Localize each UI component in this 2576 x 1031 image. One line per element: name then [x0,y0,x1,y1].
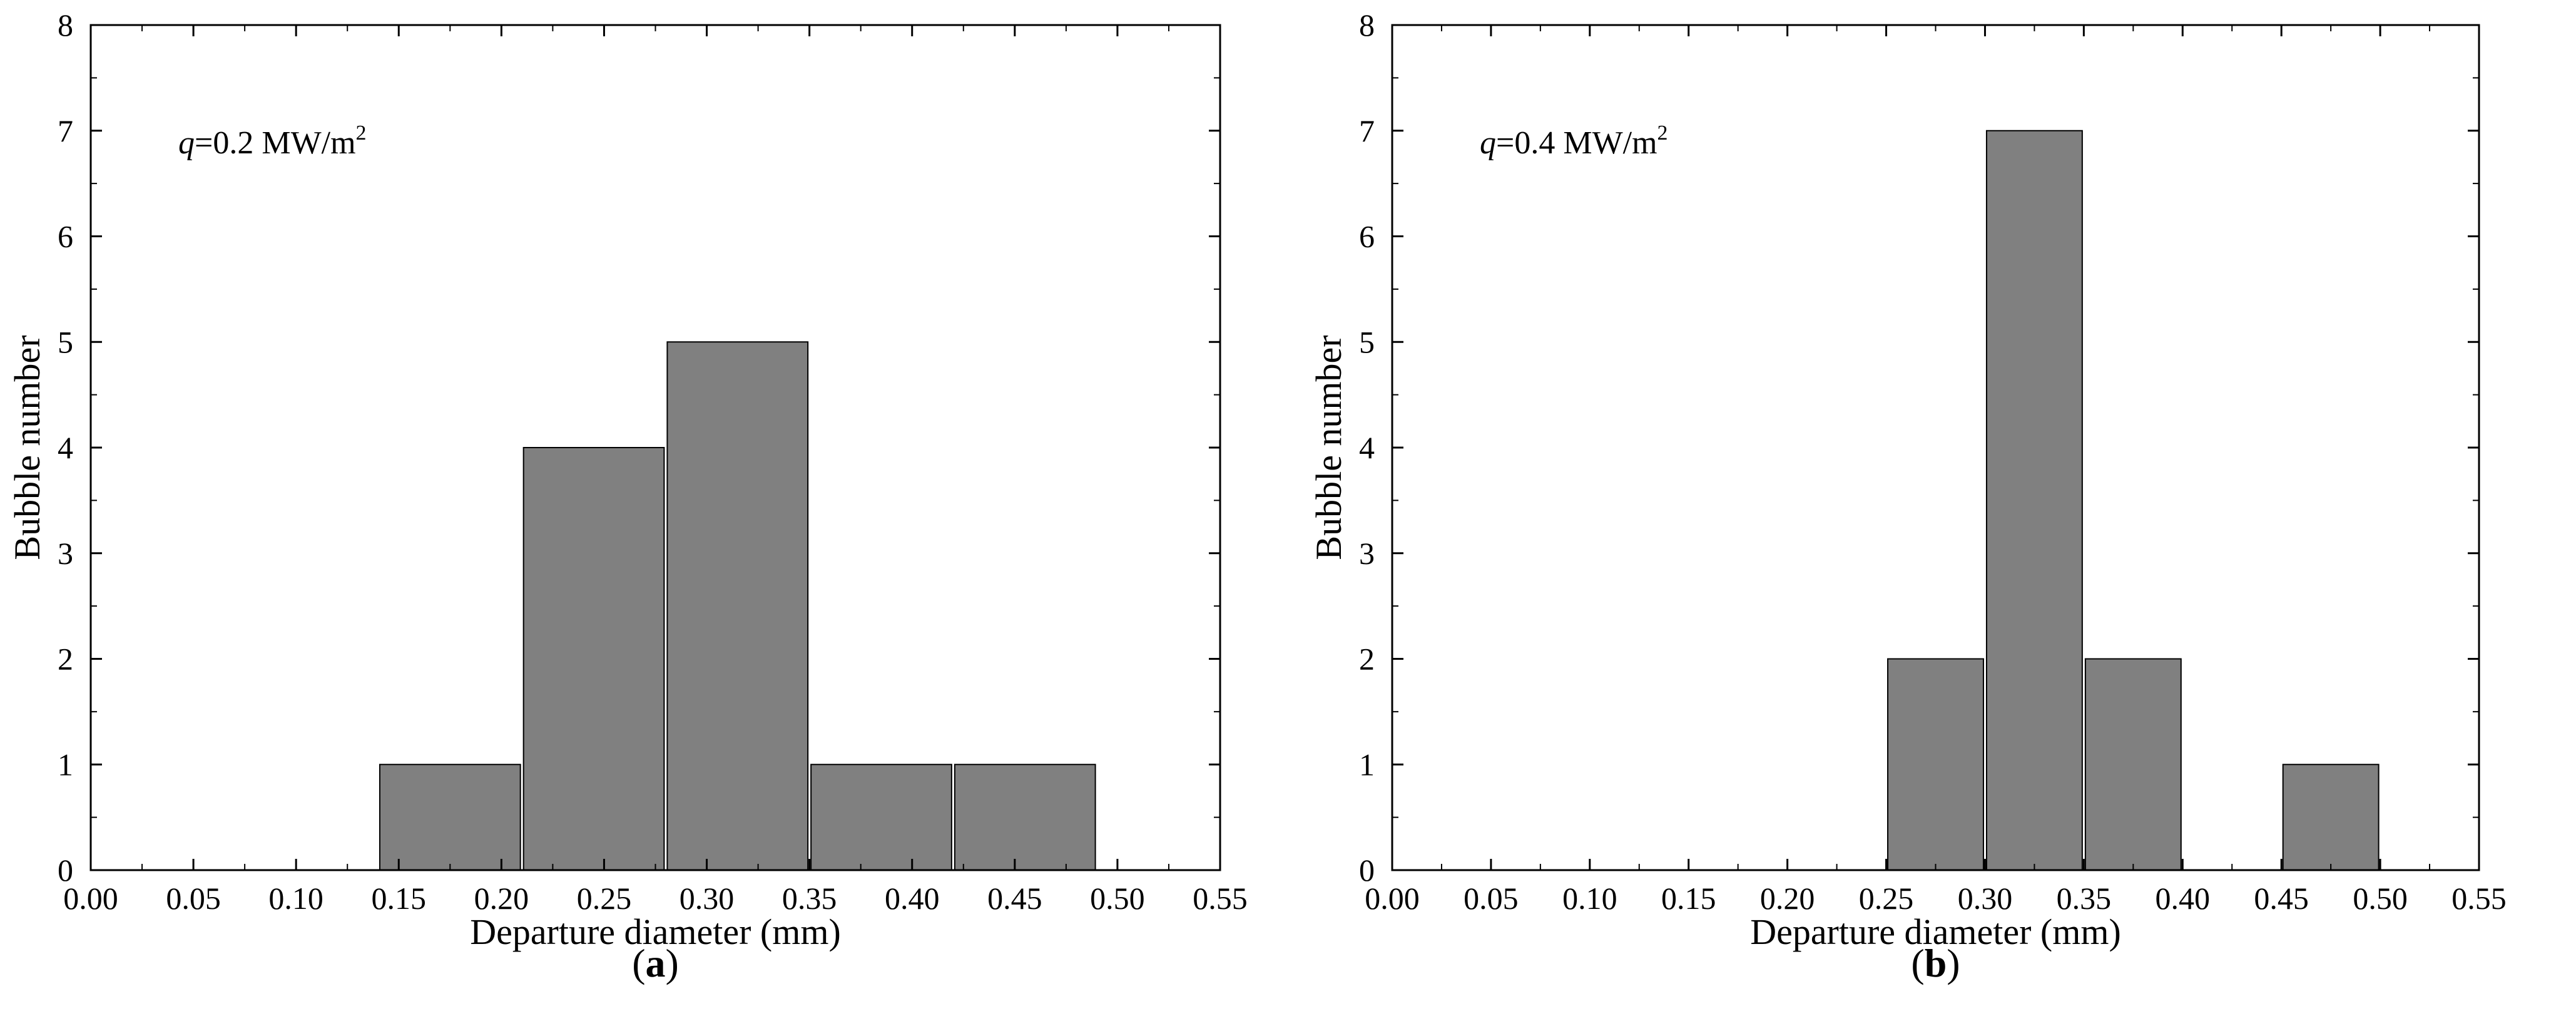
bar-b-3 [2282,764,2380,871]
bar-b-0 [1887,658,1984,871]
x-axis-title: Departure diameter (mm) [1750,911,2121,952]
y-tick-label: 3 [1359,536,1375,571]
x-tick-label: 0.35 [782,881,837,916]
y-tick-label: 2 [1359,642,1375,677]
x-tick-label: 0.40 [2156,881,2211,916]
x-axis-title: Departure diameter (mm) [470,911,841,952]
y-tick-label: 3 [58,536,73,571]
heat-flux-annotation: q=0.4 MW/m2 [1480,121,1668,161]
y-tick-label: 8 [1359,8,1375,43]
x-tick-label: 0.55 [2451,881,2507,916]
y-tick-label: 8 [58,8,73,43]
bar-a-3 [810,764,952,871]
y-tick-label: 1 [1359,747,1375,782]
x-tick-label: 0.15 [372,881,427,916]
y-tick-label: 0 [58,853,73,888]
x-tick-label: 0.25 [1859,881,1914,916]
x-tick-label: 0.15 [1661,881,1716,916]
panel-label-a: (a) [632,941,679,985]
x-tick-label: 0.45 [2254,881,2309,916]
y-tick-label: 1 [58,747,73,782]
x-tick-label: 0.45 [987,881,1042,916]
panel-b: 0.00 0.05 0.10 0.15 0.20 0.25 0.30 0.35 0.40 0.45… [1308,8,2507,985]
y-tick-label: 4 [1359,430,1375,465]
x-tick-label: 0.40 [885,881,940,916]
y-axis-title: Bubble number [7,335,48,560]
x-tick-label: 0.10 [1562,881,1617,916]
y-tick-label: 7 [58,113,73,148]
panel-a: 0.00 0.05 0.10 0.15 0.20 0.25 0.30 0.35 0.40 0.45… [7,8,1248,985]
x-tick-label: 0.50 [1090,881,1145,916]
x-tick-label: 0.55 [1193,881,1248,916]
bar-a-4 [954,764,1096,871]
heat-flux-annotation: q=0.2 MW/m2 [178,121,367,161]
panel-label-b: (b) [1911,941,1960,985]
y-tick-label: 5 [58,324,73,359]
x-tick-label: 0.25 [577,881,632,916]
y-tick-label: 0 [1359,853,1375,888]
x-tick-label: 0.20 [474,881,529,916]
y-tick-label: 6 [58,219,73,254]
x-tick-label: 0.20 [1760,881,1815,916]
y-tick-label: 4 [58,430,73,465]
y-tick-label: 5 [1359,324,1375,359]
x-tick-label: 0.05 [166,881,221,916]
bar-a-1 [522,447,665,871]
x-tick-label: 0.30 [1958,881,2013,916]
x-tick-label: 0.10 [268,881,323,916]
x-tick-label: 0.35 [2057,881,2112,916]
x-tick-label: 0.50 [2353,881,2408,916]
x-tick-label: 0.00 [1365,881,1420,916]
bar-a-0 [379,764,521,871]
y-axis-title: Bubble number [1308,335,1349,560]
y-tick-label: 2 [58,642,73,677]
bar-b-1 [1985,130,2083,871]
x-tick-label: 0.00 [63,881,118,916]
y-tick-label: 7 [1359,113,1375,148]
bar-a-2 [666,341,809,871]
y-tick-label: 6 [1359,219,1375,254]
x-tick-label: 0.30 [680,881,735,916]
x-tick-label: 0.05 [1464,881,1519,916]
bar-b-2 [2084,658,2182,871]
